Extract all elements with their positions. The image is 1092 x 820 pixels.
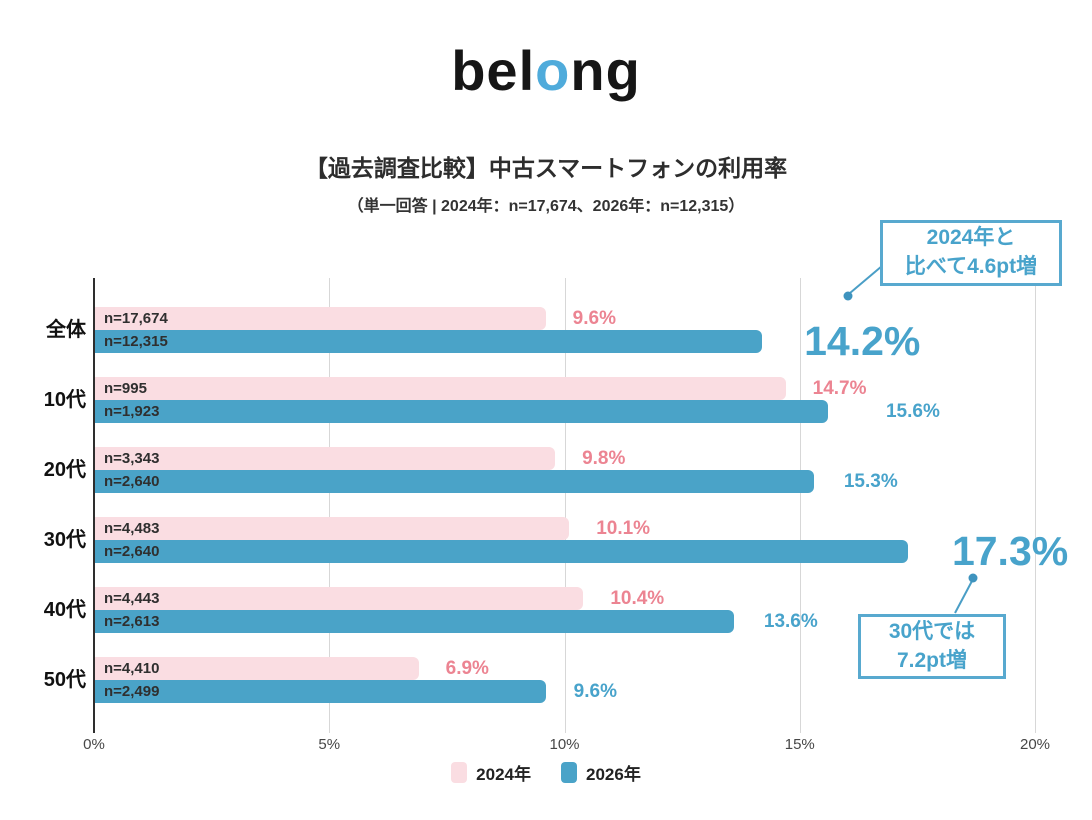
- sample-size-label: n=2,499: [104, 683, 160, 700]
- bar-row: n=3,343 9.8% n=2,640 15.3%: [94, 447, 1035, 493]
- x-tick-label: 15%: [784, 736, 815, 753]
- chart-title: 【過去調査比較】中古スマートフォンの利用率: [304, 155, 788, 181]
- value-label-2024年: 9.8%: [582, 448, 626, 469]
- x-tick-label: 20%: [1019, 736, 1051, 753]
- sample-size-label: n=2,613: [104, 613, 160, 630]
- bar-row: n=995 14.7% n=1,923 15.6%: [94, 377, 1035, 423]
- y-axis-line: [93, 278, 95, 733]
- gridline: [564, 278, 566, 733]
- legend-swatch-2026: [561, 762, 577, 783]
- value-label-2024年: 9.6%: [572, 308, 616, 329]
- sample-size-label: n=2,640: [104, 543, 160, 560]
- category-label: 20代: [43, 459, 86, 481]
- value-label-2024年: 14.7%: [812, 378, 867, 399]
- x-tick-label: 10%: [549, 736, 580, 753]
- sample-size-label: n=17,674: [104, 310, 168, 327]
- gridline: [799, 278, 801, 733]
- bar-2024年: n=4,443: [94, 587, 584, 610]
- legend-item-2024: 2024年: [451, 760, 531, 785]
- value-label-2024年: 10.1%: [596, 518, 651, 539]
- callout-line: 7.2pt増: [896, 648, 967, 672]
- sample-size-label: n=995: [104, 380, 147, 397]
- bar-2026年: n=1,923: [94, 400, 828, 423]
- sample-size-label: n=3,343: [104, 450, 160, 467]
- logo-text-left: bel: [451, 39, 536, 102]
- callout-line: 比べて4.6pt増: [904, 255, 1038, 278]
- sample-size-label: n=2,640: [104, 473, 160, 490]
- value-label-2024年: 6.9%: [445, 658, 489, 679]
- logo-o-mark: o: [535, 39, 571, 102]
- bar-row: n=4,483 10.1% n=2,640 17.3%: [94, 517, 1068, 572]
- x-axis-ticks: 0% 5% 10% 15% 20%: [83, 736, 1050, 756]
- bar-2026年: n=2,640: [94, 470, 814, 493]
- bar-2024年: n=4,410: [94, 657, 419, 680]
- bar-2026年: n=2,613: [94, 610, 734, 633]
- legend-swatch-2024: [451, 762, 468, 783]
- bar-2026年: n=12,315: [94, 330, 763, 353]
- bar-2026年: n=2,499: [94, 680, 546, 703]
- sample-size-label: n=4,483: [104, 520, 160, 537]
- category-label: 40代: [43, 599, 86, 621]
- value-label-2026年: 13.6%: [763, 611, 818, 632]
- value-label-2026年: 15.6%: [885, 401, 940, 422]
- bar-row: n=17,674 9.6% n=12,315 14.2%: [94, 307, 1035, 364]
- callout-30s-increase: 30代では 7.2pt増: [858, 614, 1006, 679]
- callout-line: 30代では: [888, 619, 976, 643]
- legend-label-2026: 2026年: [586, 765, 641, 784]
- x-tick-label: 0%: [83, 736, 105, 753]
- value-label-2024年: 10.4%: [610, 588, 665, 609]
- category-label: 全体: [46, 319, 86, 341]
- sample-size-label: n=1,923: [104, 403, 160, 420]
- sample-size-label: n=4,443: [104, 590, 160, 607]
- bar-row: n=4,443 10.4% n=2,613 13.6%: [94, 587, 1035, 633]
- category-label: 10代: [43, 389, 86, 411]
- plot-area: n=17,674 9.6% n=12,315 14.2% n=995 14.7% n=1,9…: [93, 278, 1068, 733]
- bar-2024年: n=17,674: [94, 307, 546, 330]
- bar-2024年: n=3,343: [94, 447, 556, 470]
- sample-size-label: n=4,410: [104, 660, 160, 677]
- logo-text-right: ng: [570, 39, 641, 102]
- legend: 2024年 2026年: [0, 760, 1092, 785]
- x-tick-label: 5%: [318, 736, 341, 753]
- callout-overall-increase: 2024年と 比べて4.6pt増: [880, 220, 1062, 286]
- bar-2024年: n=995: [94, 377, 786, 400]
- bar-row: n=4,410 6.9% n=2,499 9.6%: [94, 657, 1035, 703]
- sample-size-label: n=12,315: [104, 333, 168, 350]
- value-label-2026年-emphasized: 14.2%: [804, 318, 921, 364]
- value-label-2026年: 9.6%: [573, 681, 617, 702]
- bar-2024年: n=4,483: [94, 517, 570, 540]
- gridline: [1035, 278, 1036, 733]
- category-label: 50代: [43, 669, 86, 691]
- chart-subtitle: （単一回答 | 2024年：n=17,674、2026年：n=12,315）: [347, 198, 745, 215]
- legend-item-2026: 2026年: [561, 760, 641, 785]
- legend-label-2024: 2024年: [476, 765, 531, 784]
- value-label-2026年-emphasized: 17.3%: [951, 528, 1069, 574]
- bar-2026年: n=2,640: [94, 540, 908, 563]
- gridline: [329, 278, 331, 733]
- category-label: 30代: [43, 529, 86, 551]
- brand-logo: belong: [0, 38, 1092, 103]
- value-label-2026年: 15.3%: [843, 471, 898, 492]
- callout-line: 2024年と: [926, 226, 1016, 250]
